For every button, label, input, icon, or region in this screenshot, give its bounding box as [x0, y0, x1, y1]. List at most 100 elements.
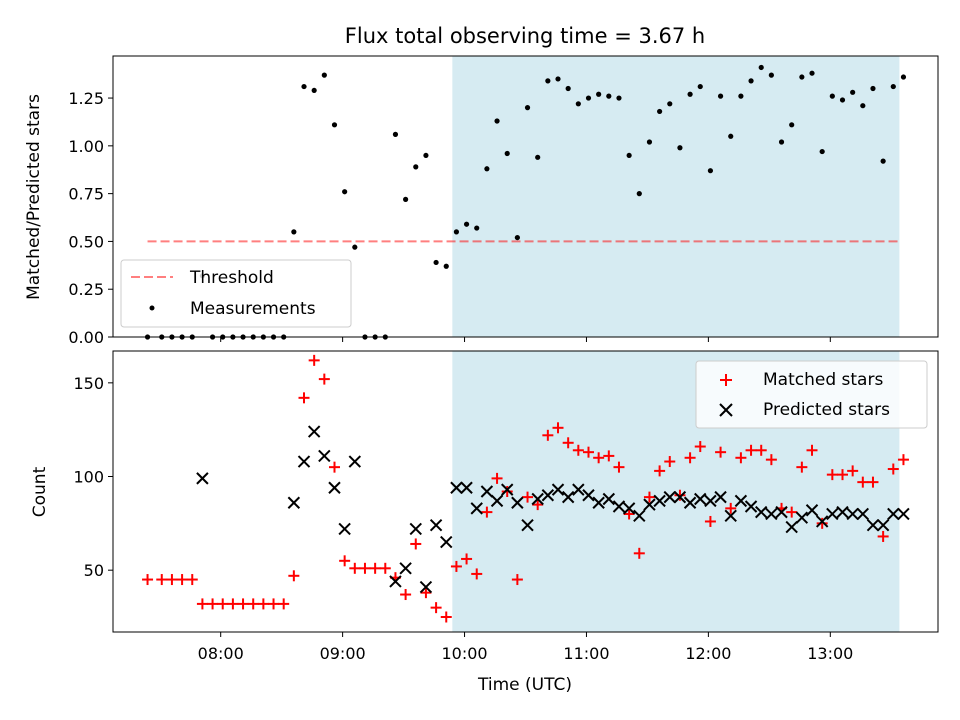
matched-star-point [765, 454, 777, 466]
predicted-star-point [663, 490, 676, 504]
predicted-star-point [836, 505, 849, 519]
matched-star-point [786, 506, 798, 518]
top-shaded-region [452, 56, 900, 337]
measurement-point [616, 95, 622, 101]
bottom-y-tick-label: 50 [84, 561, 104, 580]
measurement-point [494, 118, 500, 124]
measurement-point [535, 154, 541, 160]
matched-star-point [572, 444, 584, 456]
matched-star-point [461, 553, 473, 565]
measurement-point [860, 103, 866, 109]
measurements-series [144, 64, 907, 340]
predicted-star-point [440, 535, 453, 549]
matched-star-point [430, 602, 442, 614]
measurement-point [321, 72, 327, 78]
predicted-star-point [511, 496, 524, 509]
matched-star-point [603, 450, 615, 462]
bottom-x-tick-label: 09:00 [320, 644, 366, 663]
measurement-point [687, 91, 693, 97]
predicted-star-point [724, 509, 737, 523]
matched-star-point [359, 562, 371, 574]
matched-star-point [298, 392, 310, 404]
predicted-star-point [795, 511, 809, 524]
top-y-tick-label: 1.25 [68, 89, 104, 108]
top-y-axis-label: Matched/Predicted stars [24, 94, 44, 300]
predicted-star-point [348, 455, 362, 468]
matched-star-point [836, 469, 848, 481]
predicted-star-point [785, 520, 798, 534]
measurement-point [799, 74, 805, 80]
measurement-point [352, 244, 358, 250]
matched-star-point [826, 469, 838, 481]
top-legend: Threshold Measurements [120, 259, 352, 328]
matched-star-point [257, 598, 269, 610]
bottom-x-tick-label: 13:00 [807, 644, 853, 663]
matched-star-point [735, 452, 747, 464]
matched-star-point [562, 437, 574, 449]
top-legend-box [120, 259, 352, 328]
predicted-star-point [694, 492, 707, 506]
matched-star-point [166, 574, 178, 586]
predicted-star-point [572, 483, 585, 496]
predicted-star-point [318, 449, 331, 463]
matched-star-point [796, 461, 808, 473]
measurement-point [606, 93, 612, 99]
matched-star-point [471, 568, 483, 580]
matched-star-point [511, 574, 523, 586]
measurement-point [545, 78, 551, 84]
measurement-point [636, 191, 642, 197]
bottom-axes-frame [112, 350, 939, 633]
predicted-star-point [419, 580, 433, 594]
bottom-x-tick-label: 11:00 [563, 644, 609, 663]
matched-star-point [897, 454, 909, 466]
predicted-star-point [643, 498, 656, 511]
measurement-point [311, 87, 317, 94]
matched-star-point [247, 598, 259, 610]
matched-star-point [613, 461, 625, 473]
predicted-star-point [287, 496, 301, 509]
matched-star-point [207, 598, 219, 610]
predicted-star-point [622, 502, 636, 515]
matched-star-point [643, 491, 655, 503]
bottom-y-tick-label: 100 [73, 468, 104, 487]
bottom-y-axis-label: Count [30, 466, 50, 517]
matched-star-point [816, 517, 828, 529]
matched-star-point [654, 465, 666, 477]
matched-star-point [725, 502, 737, 514]
predicted-star-point [389, 575, 402, 588]
matched-star-point [278, 598, 290, 610]
top-y-axis: 0.00 0.25 0.50 0.75 1.00 1.25 [68, 89, 113, 347]
bottom-y-tick-label: 150 [73, 374, 104, 393]
predicted-star-point [866, 519, 880, 532]
measurement-point [585, 95, 592, 101]
predicted-star-point [602, 492, 616, 506]
predicted-star-point [561, 490, 575, 504]
measurement-point [433, 259, 439, 266]
matched-star-point [501, 486, 513, 497]
predicted-star-point [531, 492, 544, 506]
measurement-point [423, 152, 429, 159]
predicted-star-point [429, 519, 443, 532]
predicted-star-point [328, 481, 341, 494]
matched-star-point [532, 499, 544, 511]
measurement-point [839, 97, 846, 103]
matched-star-point [339, 555, 351, 567]
matched-star-point [674, 489, 686, 501]
predicted-star-point [775, 505, 788, 519]
legend-measurements-swatch [149, 305, 155, 311]
predicted-star-point [450, 481, 463, 494]
matched-star-point [288, 570, 300, 582]
matched-star-point [582, 446, 594, 458]
measurement-point [789, 122, 795, 128]
matched-star-point [857, 476, 869, 488]
top-axes-frame [112, 55, 939, 338]
measurement-point [453, 229, 460, 235]
predicted-star-point [470, 502, 483, 515]
measurement-point [717, 93, 724, 99]
measurement-point [758, 64, 764, 71]
matched-star-point [684, 452, 696, 464]
top-y-tick-label: 1.00 [68, 137, 104, 156]
matched-star-point [806, 444, 818, 456]
x-axis-label: Time (UTC) [477, 675, 572, 695]
